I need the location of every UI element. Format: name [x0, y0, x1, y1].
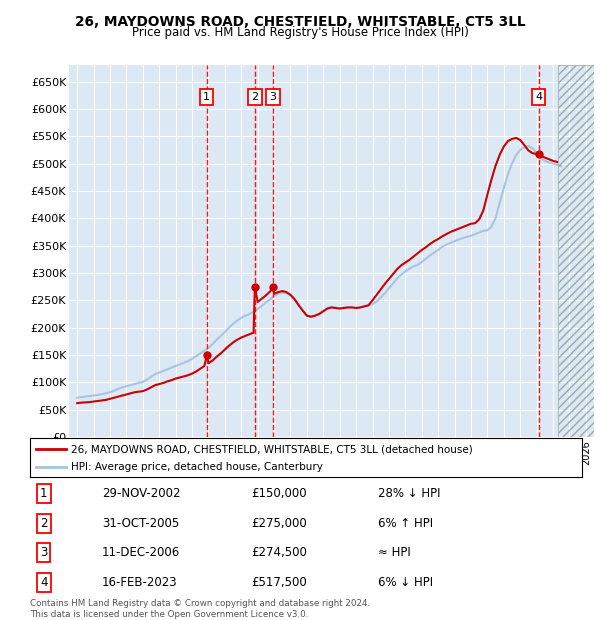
Text: 29-NOV-2002: 29-NOV-2002 — [102, 487, 180, 500]
Text: £517,500: £517,500 — [251, 577, 307, 590]
Text: Contains HM Land Registry data © Crown copyright and database right 2024.
This d: Contains HM Land Registry data © Crown c… — [30, 600, 370, 619]
Text: 11-DEC-2006: 11-DEC-2006 — [102, 546, 180, 559]
Text: 31-OCT-2005: 31-OCT-2005 — [102, 516, 179, 529]
Text: 6% ↑ HPI: 6% ↑ HPI — [378, 516, 433, 529]
Text: 28% ↓ HPI: 28% ↓ HPI — [378, 487, 440, 500]
Text: £274,500: £274,500 — [251, 546, 307, 559]
Text: 3: 3 — [269, 92, 277, 102]
Text: 3: 3 — [40, 546, 47, 559]
Text: HPI: Average price, detached house, Canterbury: HPI: Average price, detached house, Cant… — [71, 462, 323, 472]
Text: 26, MAYDOWNS ROAD, CHESTFIELD, WHITSTABLE, CT5 3LL (detached house): 26, MAYDOWNS ROAD, CHESTFIELD, WHITSTABL… — [71, 445, 473, 454]
Text: ≈ HPI: ≈ HPI — [378, 546, 410, 559]
Text: 26, MAYDOWNS ROAD, CHESTFIELD, WHITSTABLE, CT5 3LL: 26, MAYDOWNS ROAD, CHESTFIELD, WHITSTABL… — [75, 15, 525, 29]
Bar — [558, 65, 594, 437]
Bar — [558, 65, 594, 437]
Text: 2: 2 — [40, 516, 47, 529]
Text: Price paid vs. HM Land Registry's House Price Index (HPI): Price paid vs. HM Land Registry's House … — [131, 26, 469, 38]
Text: £150,000: £150,000 — [251, 487, 307, 500]
Text: £275,000: £275,000 — [251, 516, 307, 529]
Text: 6% ↓ HPI: 6% ↓ HPI — [378, 577, 433, 590]
Text: 1: 1 — [203, 92, 211, 102]
Text: 16-FEB-2023: 16-FEB-2023 — [102, 577, 178, 590]
Text: 1: 1 — [40, 487, 47, 500]
Text: 4: 4 — [535, 92, 542, 102]
Text: 4: 4 — [40, 577, 47, 590]
Text: 2: 2 — [251, 92, 259, 102]
